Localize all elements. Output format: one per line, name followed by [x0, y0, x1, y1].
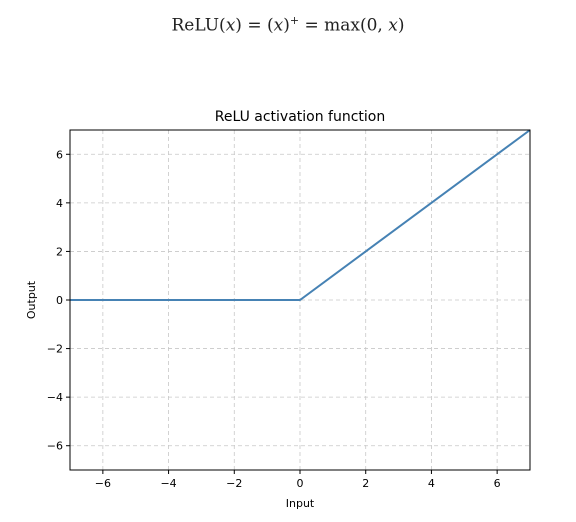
formula-args: ) [397, 15, 405, 36]
x-tick-label: 0 [297, 477, 304, 490]
formula-equals: = [241, 15, 267, 36]
formula-max: max [324, 15, 360, 36]
y-tick-label: −2 [47, 343, 63, 356]
y-tick-label: 0 [56, 294, 63, 307]
x-tick-label: −2 [226, 477, 242, 490]
relu-line [70, 129, 531, 301]
formula-superscript: + [289, 14, 300, 27]
formula-paren: ( [219, 15, 226, 36]
formula-var: x [225, 15, 236, 36]
x-tick-label: −6 [95, 477, 111, 490]
x-tick-label: 6 [494, 477, 501, 490]
y-axis-label: Output [25, 280, 38, 319]
y-tick-label: −4 [47, 391, 63, 404]
formula-var: x [273, 15, 284, 36]
y-tick-label: 2 [56, 245, 63, 258]
formula-paren: ( [266, 15, 274, 36]
x-axis-label: Input [286, 497, 315, 510]
plot-frame [69, 129, 531, 471]
x-tick-label: −4 [160, 477, 176, 490]
formula-equals: = [299, 15, 325, 36]
chart-title: ReLU activation function [215, 109, 386, 125]
y-tick-label: 4 [56, 197, 63, 210]
relu-formula: ReLU(x) = (x)+ = max(0, x) [0, 14, 576, 36]
formula-paren: ) [283, 15, 290, 36]
y-tick-label: 6 [56, 148, 63, 161]
y-tick-label: −6 [47, 440, 63, 453]
formula-args: (0, [359, 15, 389, 36]
formula-fn: ReLU [171, 15, 220, 36]
formula-paren: ) [235, 15, 242, 36]
formula-var: x [388, 15, 398, 36]
series-layer [70, 129, 531, 301]
x-tick-label: 2 [362, 477, 369, 490]
x-tick-label: 4 [428, 477, 435, 490]
ticks: −6 −4 −2 0 2 4 6 −6 −4 −2 0 2 4 6 [47, 148, 501, 490]
